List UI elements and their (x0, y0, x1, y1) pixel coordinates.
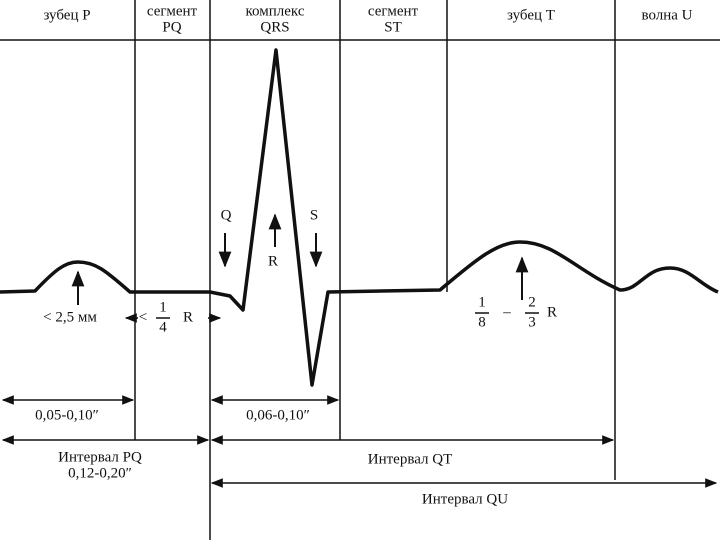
header: зубец P (43, 7, 90, 23)
ratio-num: 2 (528, 294, 536, 310)
header: сегмент (368, 3, 419, 19)
ecg-trace (0, 48, 719, 387)
qu-interval-title: Интервал QU (422, 491, 508, 507)
ratio-den: 4 (159, 319, 167, 335)
s-label: S (310, 207, 318, 223)
r-label: R (268, 253, 278, 269)
ratio-suffix: R (183, 309, 193, 325)
header: волна U (641, 7, 692, 23)
qrs-duration: 0,06-0,10″ (246, 407, 310, 423)
p-amplitude: < 2,5 мм (43, 309, 97, 325)
pq-ratio: < 1 4 R (139, 299, 193, 335)
headers: зубец P сегмент PQ комплекс QRS сегмент … (43, 3, 692, 35)
qt-interval-title: Интервал QT (368, 451, 452, 467)
header: зубец T (507, 7, 555, 23)
interval-arrows (1, 395, 718, 488)
ratio-suffix: R (547, 304, 557, 320)
header: PQ (162, 19, 181, 35)
ratio-num: 1 (478, 294, 486, 310)
ratio-num: 1 (159, 299, 167, 315)
header: комплекс (246, 3, 305, 19)
ratio-den: 3 (528, 314, 536, 330)
header: сегмент (147, 3, 198, 19)
header: ST (384, 19, 402, 35)
q-label: Q (221, 207, 232, 223)
t-ratio: 1 8 – 2 3 R (475, 294, 557, 330)
pq-interval-value: 0,12-0,20″ (68, 465, 132, 481)
header: QRS (260, 19, 289, 35)
arrows (71, 213, 529, 323)
p-duration: 0,05-0,10″ (35, 407, 99, 423)
ratio-dash: – (502, 304, 511, 320)
ratio-den: 8 (478, 314, 486, 330)
ratio-prefix: < (139, 309, 147, 325)
pq-interval-title: Интервал PQ (58, 449, 142, 465)
